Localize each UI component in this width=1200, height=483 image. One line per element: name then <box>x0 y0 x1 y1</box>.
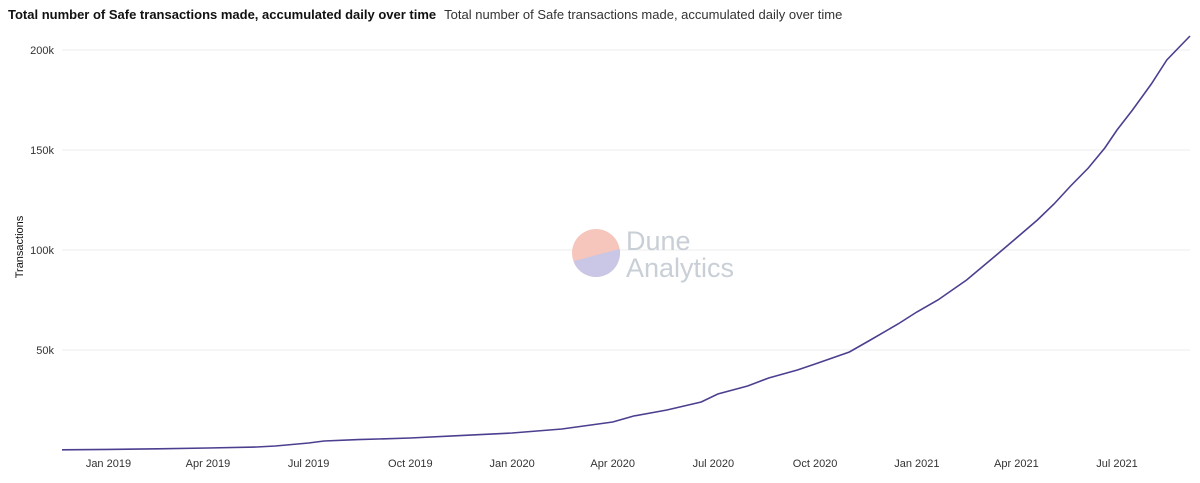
x-axis-ticks: Jan 2019 Apr 2019 Jul 2019 Oct 2019 Jan 2020… <box>86 458 1138 470</box>
y-tick-label: 200k <box>30 45 54 57</box>
dune-analytics-watermark: Dune Analytics <box>572 226 734 283</box>
x-tick-label: Jan 2020 <box>489 458 534 470</box>
x-tick-label: Jul 2019 <box>288 458 330 470</box>
gridlines <box>62 49 1190 351</box>
y-tick-label: 50k <box>36 345 54 357</box>
watermark-logo-lower-half <box>573 248 620 277</box>
chart-subtitle: Total number of Safe transactions made, … <box>444 7 843 22</box>
x-tick-label: Jan 2019 <box>86 458 131 470</box>
watermark-text-analytics: Analytics <box>626 253 734 283</box>
y-axis-label: Transactions <box>14 215 26 278</box>
x-tick-label: Apr 2021 <box>994 458 1039 470</box>
x-tick-label: Jul 2020 <box>693 458 735 470</box>
x-tick-label: Jul 2021 <box>1096 458 1138 470</box>
chart-header: Total number of Safe transactions made, … <box>8 6 842 24</box>
watermark-text-dune: Dune <box>626 226 691 256</box>
y-tick-label: 150k <box>30 145 54 157</box>
y-tick-label: 100k <box>30 245 54 257</box>
x-tick-label: Apr 2020 <box>590 458 635 470</box>
x-tick-label: Oct 2019 <box>388 458 433 470</box>
x-tick-label: Jan 2021 <box>894 458 939 470</box>
y-axis-ticks: 50k 100k 150k 200k <box>30 45 54 357</box>
chart-title: Total number of Safe transactions made, … <box>8 7 437 22</box>
x-tick-label: Oct 2020 <box>793 458 838 470</box>
x-tick-label: Apr 2019 <box>186 458 231 470</box>
series-line <box>61 35 1191 451</box>
